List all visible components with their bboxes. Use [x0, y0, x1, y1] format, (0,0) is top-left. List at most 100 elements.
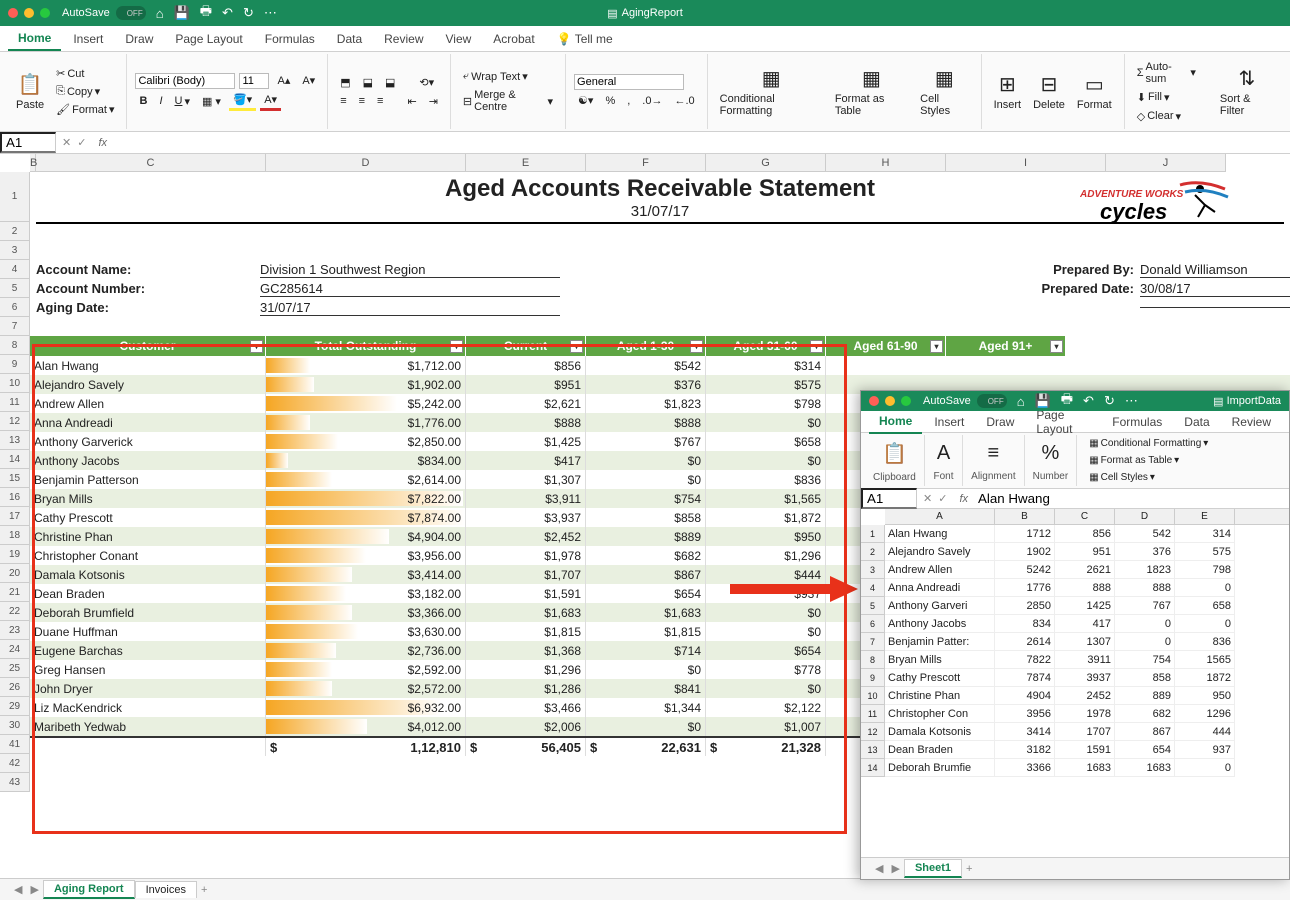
sort-filter-button[interactable]: ⇅Sort & Filter [1216, 64, 1278, 119]
add-sheet[interactable]: + [197, 884, 211, 896]
insert-button[interactable]: ⊞Insert [990, 70, 1026, 113]
fill-color-button[interactable]: 🪣▾ [229, 91, 256, 111]
formula-input[interactable] [974, 490, 1289, 507]
window-controls[interactable] [8, 8, 50, 18]
import-window[interactable]: AutoSaveOFF ⌂💾🖶↶↻⋯ ▤ImportData HomeInser… [860, 390, 1290, 880]
sheet-tab-invoices[interactable]: Invoices [135, 881, 197, 898]
minimize-icon[interactable] [24, 8, 34, 18]
maximize-icon[interactable] [40, 8, 50, 18]
alignment-group: ⬒ ⬓ ⬓ ⟲▾ ≡ ≡ ≡ ⇤ ⇥ [328, 54, 451, 129]
close-icon[interactable] [869, 396, 879, 406]
currency-button[interactable]: ☯▾ [574, 92, 597, 109]
tab-review[interactable]: Review [374, 28, 433, 50]
autosave-toggle[interactable]: AutoSave OFF [62, 6, 146, 20]
align-top[interactable]: ⬒ [336, 74, 354, 91]
name-box[interactable] [861, 488, 917, 509]
cond-format[interactable]: ▦ Conditional Formatting ▾ [1085, 436, 1212, 451]
indent-right[interactable]: ⇥ [425, 93, 442, 110]
undo-icon[interactable]: ↶ [222, 5, 233, 21]
format-button[interactable]: ▭Format [1073, 70, 1116, 113]
save-icon[interactable]: 💾 [174, 5, 190, 21]
font-color-button[interactable]: A▾ [260, 91, 281, 111]
percent-button[interactable]: % [601, 93, 619, 109]
delete-button[interactable]: ⊟Delete [1029, 70, 1069, 113]
autosave-label: AutoSave [62, 7, 110, 19]
align-middle[interactable]: ⬓ [359, 74, 377, 91]
align-center[interactable]: ≡ [355, 93, 369, 109]
inc-decimal[interactable]: .0→ [638, 93, 666, 109]
autosum-button[interactable]: Σ Auto-sum ▾ [1133, 59, 1200, 87]
comma-button[interactable]: , [623, 93, 634, 109]
close-icon[interactable] [8, 8, 18, 18]
cond-format-button[interactable]: ▦Conditional Formatting [716, 64, 827, 119]
home-icon[interactable]: ⌂ [156, 6, 164, 21]
cut-button[interactable]: ✂ Cut [52, 65, 118, 82]
format-table[interactable]: ▦ Format as Table ▾ [1085, 453, 1212, 468]
formula-input[interactable] [113, 134, 1290, 151]
font-name[interactable] [135, 73, 235, 89]
fx-icon[interactable]: fx [92, 137, 113, 149]
align-button[interactable]: ≡ [971, 440, 1015, 467]
tab-acrobat[interactable]: Acrobat [483, 28, 544, 50]
main-titlebar: AutoSave OFF ⌂ 💾 🖶 ↶ ↻ ⋯ ▤ AgingReport [0, 0, 1290, 26]
increase-font[interactable]: A▴ [273, 72, 294, 89]
print-icon[interactable]: 🖶 [200, 2, 212, 24]
clear-button[interactable]: ◇ Clear ▾ [1133, 108, 1200, 125]
maximize-icon[interactable] [901, 396, 911, 406]
arrow-icon [730, 574, 860, 604]
format-painter-button[interactable]: 🖌 Format ▾ [52, 101, 118, 118]
tab-insert[interactable]: Insert [63, 28, 113, 50]
paste-button[interactable]: 📋 [873, 439, 916, 468]
enter-icon[interactable]: ✓ [77, 136, 86, 149]
sheet-tab[interactable]: Sheet1 [904, 859, 962, 878]
wrap-merge-group: ⤶ Wrap Text ▾ ⊟ Merge & Centre ▾ [451, 54, 566, 129]
fill-button[interactable]: ⬇ Fill ▾ [1133, 89, 1200, 106]
cell-styles[interactable]: ▦ Cell Styles ▾ [1085, 470, 1212, 485]
ribbon: 📋Paste ✂ Cut ⎘ Copy ▾ 🖌 Format ▾ A▴ A▾ B… [0, 52, 1290, 132]
wrap-text[interactable]: ⤶ Wrap Text ▾ [459, 68, 557, 85]
dec-decimal[interactable]: ←.0 [670, 93, 698, 109]
tab-data[interactable]: Data [327, 28, 372, 50]
border-button[interactable]: ▦ ▾ [198, 93, 225, 110]
decrease-font[interactable]: A▾ [298, 72, 319, 89]
row-headers[interactable]: 1234567891011121314151617181920212223242… [0, 172, 30, 792]
indent-left[interactable]: ⇤ [403, 93, 420, 110]
sheet-prev[interactable]: ◀ [10, 883, 26, 896]
tab-view[interactable]: View [436, 28, 482, 50]
copy-button[interactable]: ⎘ Copy ▾ [52, 83, 118, 100]
autosave-pill[interactable]: OFF [116, 6, 146, 20]
bold-button[interactable]: B [135, 93, 151, 109]
number-button[interactable]: % [1033, 440, 1069, 467]
more-icon[interactable]: ⋯ [264, 5, 277, 21]
excel-file-icon: ▤ [1213, 395, 1223, 408]
font-button[interactable]: A [933, 440, 954, 467]
format-table-button[interactable]: ▦Format as Table [831, 64, 912, 119]
document-name: ▤ AgingReport [607, 7, 683, 20]
align-bottom[interactable]: ⬓ [381, 74, 399, 91]
underline-button[interactable]: U ▾ [171, 93, 194, 110]
redo-icon[interactable]: ↻ [243, 5, 254, 21]
number-format[interactable] [574, 74, 684, 90]
sheet-tab-aging[interactable]: Aging Report [43, 880, 135, 899]
tab-formulas[interactable]: Formulas [255, 28, 325, 50]
cell-styles-button[interactable]: ▦Cell Styles [916, 64, 972, 119]
orientation[interactable]: ⟲▾ [415, 74, 438, 91]
cancel-icon[interactable]: ✕ [62, 136, 71, 149]
align-left[interactable]: ≡ [336, 93, 350, 109]
merge-centre[interactable]: ⊟ Merge & Centre ▾ [459, 87, 557, 115]
tab-home[interactable]: Home [8, 27, 61, 51]
minimize-icon[interactable] [885, 396, 895, 406]
tab-draw[interactable]: Draw [115, 28, 163, 50]
italic-button[interactable]: I [155, 93, 166, 109]
sheet-next[interactable]: ▶ [26, 883, 42, 896]
align-right[interactable]: ≡ [373, 93, 387, 109]
font-size[interactable] [239, 73, 269, 89]
tab-page-layout[interactable]: Page Layout [165, 28, 252, 50]
tell-me[interactable]: 💡 Tell me [547, 28, 623, 50]
excel-file-icon: ▤ [607, 7, 617, 20]
ribbon-tabs: HomeInsertDrawPage LayoutFormulasDataRev… [861, 411, 1289, 433]
column-headers[interactable]: BCDEFGHIJ [30, 154, 1226, 172]
paste-button[interactable]: 📋Paste [12, 70, 48, 113]
name-box[interactable] [0, 132, 56, 153]
grid[interactable]: ABCDE 1Alan Hwang17128565423142Alejandro… [861, 509, 1289, 777]
